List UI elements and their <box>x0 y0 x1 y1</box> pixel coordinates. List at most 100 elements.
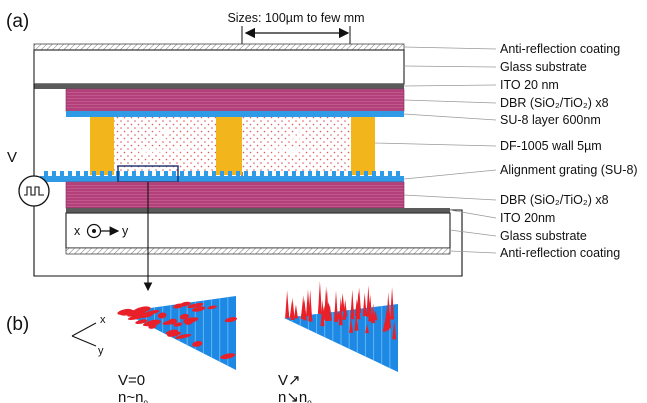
lc-molecule-spike <box>366 285 371 317</box>
grating-tooth <box>76 171 80 176</box>
lc-molecule <box>207 305 217 310</box>
grating-tooth <box>300 171 304 176</box>
grating-tooth <box>340 171 344 176</box>
axis-b-x-label: x <box>100 314 106 326</box>
grating-tooth <box>292 171 296 176</box>
lc-molecule <box>184 318 194 325</box>
axis-symbol-a: x y <box>74 223 129 239</box>
grating-tooth <box>212 171 216 176</box>
voltage-circuit: V <box>7 84 463 277</box>
label-ar-coating-top: Anti-reflection coating <box>500 42 620 56</box>
grating-tooth <box>380 171 384 176</box>
grating-tooth <box>348 171 352 176</box>
label-su8: SU-8 layer 600nm <box>500 113 601 127</box>
lc-molecule <box>175 333 192 339</box>
lc-molecule-spike <box>300 304 305 319</box>
axis-a-x-label: x <box>74 224 81 238</box>
lc-molecule-spike <box>390 286 395 320</box>
glass-substrate-top <box>33 49 405 85</box>
lc-molecule-spike <box>293 304 298 319</box>
ito-bottom <box>66 208 450 213</box>
sizes-label: Sizes: 100µm to few mm <box>227 11 364 25</box>
su8-layer <box>66 111 404 117</box>
grating-tooth <box>60 171 64 176</box>
lc-molecule <box>187 303 200 309</box>
lc-molecule-spike <box>357 287 362 313</box>
lc-molecule <box>144 319 161 327</box>
lc-molecule-spike <box>334 290 339 322</box>
grating-tooth <box>284 171 288 176</box>
lc-molecule-spike <box>362 292 367 317</box>
axis-a-y-label: y <box>122 224 129 238</box>
grating-tooth <box>372 171 376 176</box>
ito-top <box>34 84 404 89</box>
grating-tooth <box>68 171 72 176</box>
lc-molecule <box>224 317 237 323</box>
state-on-index: n↘no <box>278 389 312 403</box>
grating-tooth <box>220 171 224 176</box>
state-off-voltage: V=0 <box>118 372 145 389</box>
lc-molecule-spike <box>349 317 354 333</box>
lc-molecule-spike <box>386 299 391 329</box>
grating-tooth <box>44 171 48 176</box>
wall-left <box>90 117 114 175</box>
lc-molecule-spike <box>382 322 387 332</box>
lc-molecule-spike <box>320 299 325 327</box>
grating-tooth <box>92 171 96 176</box>
grating-tooth <box>140 171 144 176</box>
grating-tooth <box>388 171 392 176</box>
grating-tooth <box>332 171 336 176</box>
label-ito-bottom: ITO 20nm <box>500 211 555 225</box>
grating-tooth <box>260 171 264 176</box>
grating-tooth <box>236 171 240 176</box>
voltage-label: V <box>7 149 17 166</box>
lc-cell-right-subtitle: micro-cell <box>264 144 323 158</box>
wall-right <box>351 117 375 175</box>
axis-b-y-label: y <box>98 345 104 357</box>
lc-molecule-spike <box>305 289 310 317</box>
ac-source-icon <box>18 175 50 207</box>
lc-molecule <box>191 306 206 312</box>
grating-tooth <box>148 171 152 176</box>
grating-tooth <box>244 171 248 176</box>
grating-tooth <box>132 171 136 176</box>
wall-middle <box>216 117 242 175</box>
lc-molecule <box>173 322 183 327</box>
grating-tooth <box>364 171 368 176</box>
leader-lines <box>374 46 497 254</box>
label-grating: Alignment grating (SU-8) <box>500 163 638 177</box>
grating-tooth <box>204 171 208 176</box>
dbr-bottom <box>65 181 405 209</box>
state-on-voltage: V↗ <box>278 372 301 389</box>
surface-on-molecules <box>285 280 397 340</box>
surface-plot-off <box>117 296 237 370</box>
grating-tooth <box>196 171 200 176</box>
lc-molecule-spike <box>350 289 355 320</box>
lc-molecule-spike <box>383 316 388 327</box>
state-off-index: n~no <box>118 389 148 403</box>
lc-molecule <box>148 324 157 329</box>
lc-molecule <box>173 303 184 309</box>
lc-molecule <box>135 319 148 324</box>
lc-molecule <box>167 331 181 337</box>
lc-cell-right-title: LC <box>286 128 303 142</box>
grating-tooth <box>156 171 160 176</box>
grating-tooth <box>164 171 168 176</box>
panel-b-label: (b) <box>6 314 29 335</box>
grating-teeth <box>44 171 400 176</box>
label-dbr-bottom: DBR (SiO₂/TiO₂) x8 <box>500 193 609 207</box>
grating-tooth <box>100 171 104 176</box>
lc-molecule-spike <box>326 301 331 314</box>
lc-molecule-spike <box>343 299 348 317</box>
grating-tooth <box>84 171 88 176</box>
grating-tooth <box>324 171 328 176</box>
lc-molecule <box>127 314 145 320</box>
label-wall: DF-1005 wall 5µm <box>500 139 602 153</box>
grating-tooth <box>308 171 312 176</box>
lc-molecule <box>157 312 167 319</box>
grating-tooth <box>316 171 320 176</box>
grating-tooth <box>396 171 400 176</box>
lc-molecule-spike <box>354 311 359 331</box>
label-ito-top: ITO 20 nm <box>500 78 559 92</box>
